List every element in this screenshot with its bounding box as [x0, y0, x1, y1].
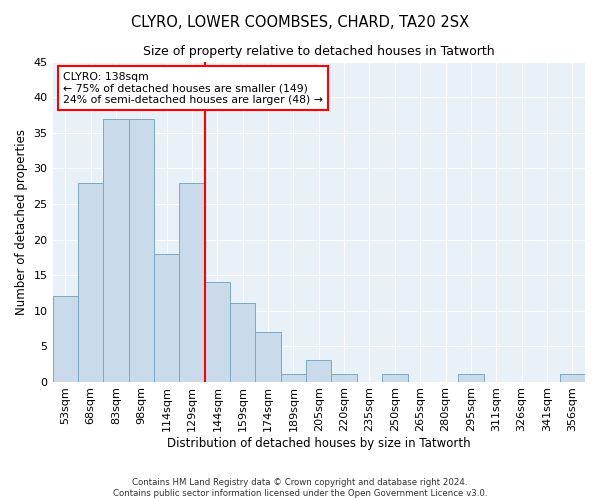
Y-axis label: Number of detached properties: Number of detached properties [15, 129, 28, 315]
Bar [205, 282, 230, 382]
Bar [382, 374, 407, 382]
Bar [458, 374, 484, 382]
Bar [230, 304, 256, 382]
Title: Size of property relative to detached houses in Tatworth: Size of property relative to detached ho… [143, 45, 494, 58]
Bar [256, 332, 281, 382]
Bar [179, 182, 205, 382]
Bar [331, 374, 357, 382]
Bar [154, 254, 179, 382]
Bar [53, 296, 78, 382]
Bar [128, 119, 154, 382]
Text: CLYRO, LOWER COOMBSES, CHARD, TA20 2SX: CLYRO, LOWER COOMBSES, CHARD, TA20 2SX [131, 15, 469, 30]
X-axis label: Distribution of detached houses by size in Tatworth: Distribution of detached houses by size … [167, 437, 470, 450]
Bar [103, 119, 128, 382]
Bar [281, 374, 306, 382]
Text: Contains HM Land Registry data © Crown copyright and database right 2024.
Contai: Contains HM Land Registry data © Crown c… [113, 478, 487, 498]
Bar [78, 182, 103, 382]
Text: CLYRO: 138sqm
← 75% of detached houses are smaller (149)
24% of semi-detached ho: CLYRO: 138sqm ← 75% of detached houses a… [63, 72, 323, 104]
Bar [306, 360, 331, 382]
Bar [560, 374, 585, 382]
